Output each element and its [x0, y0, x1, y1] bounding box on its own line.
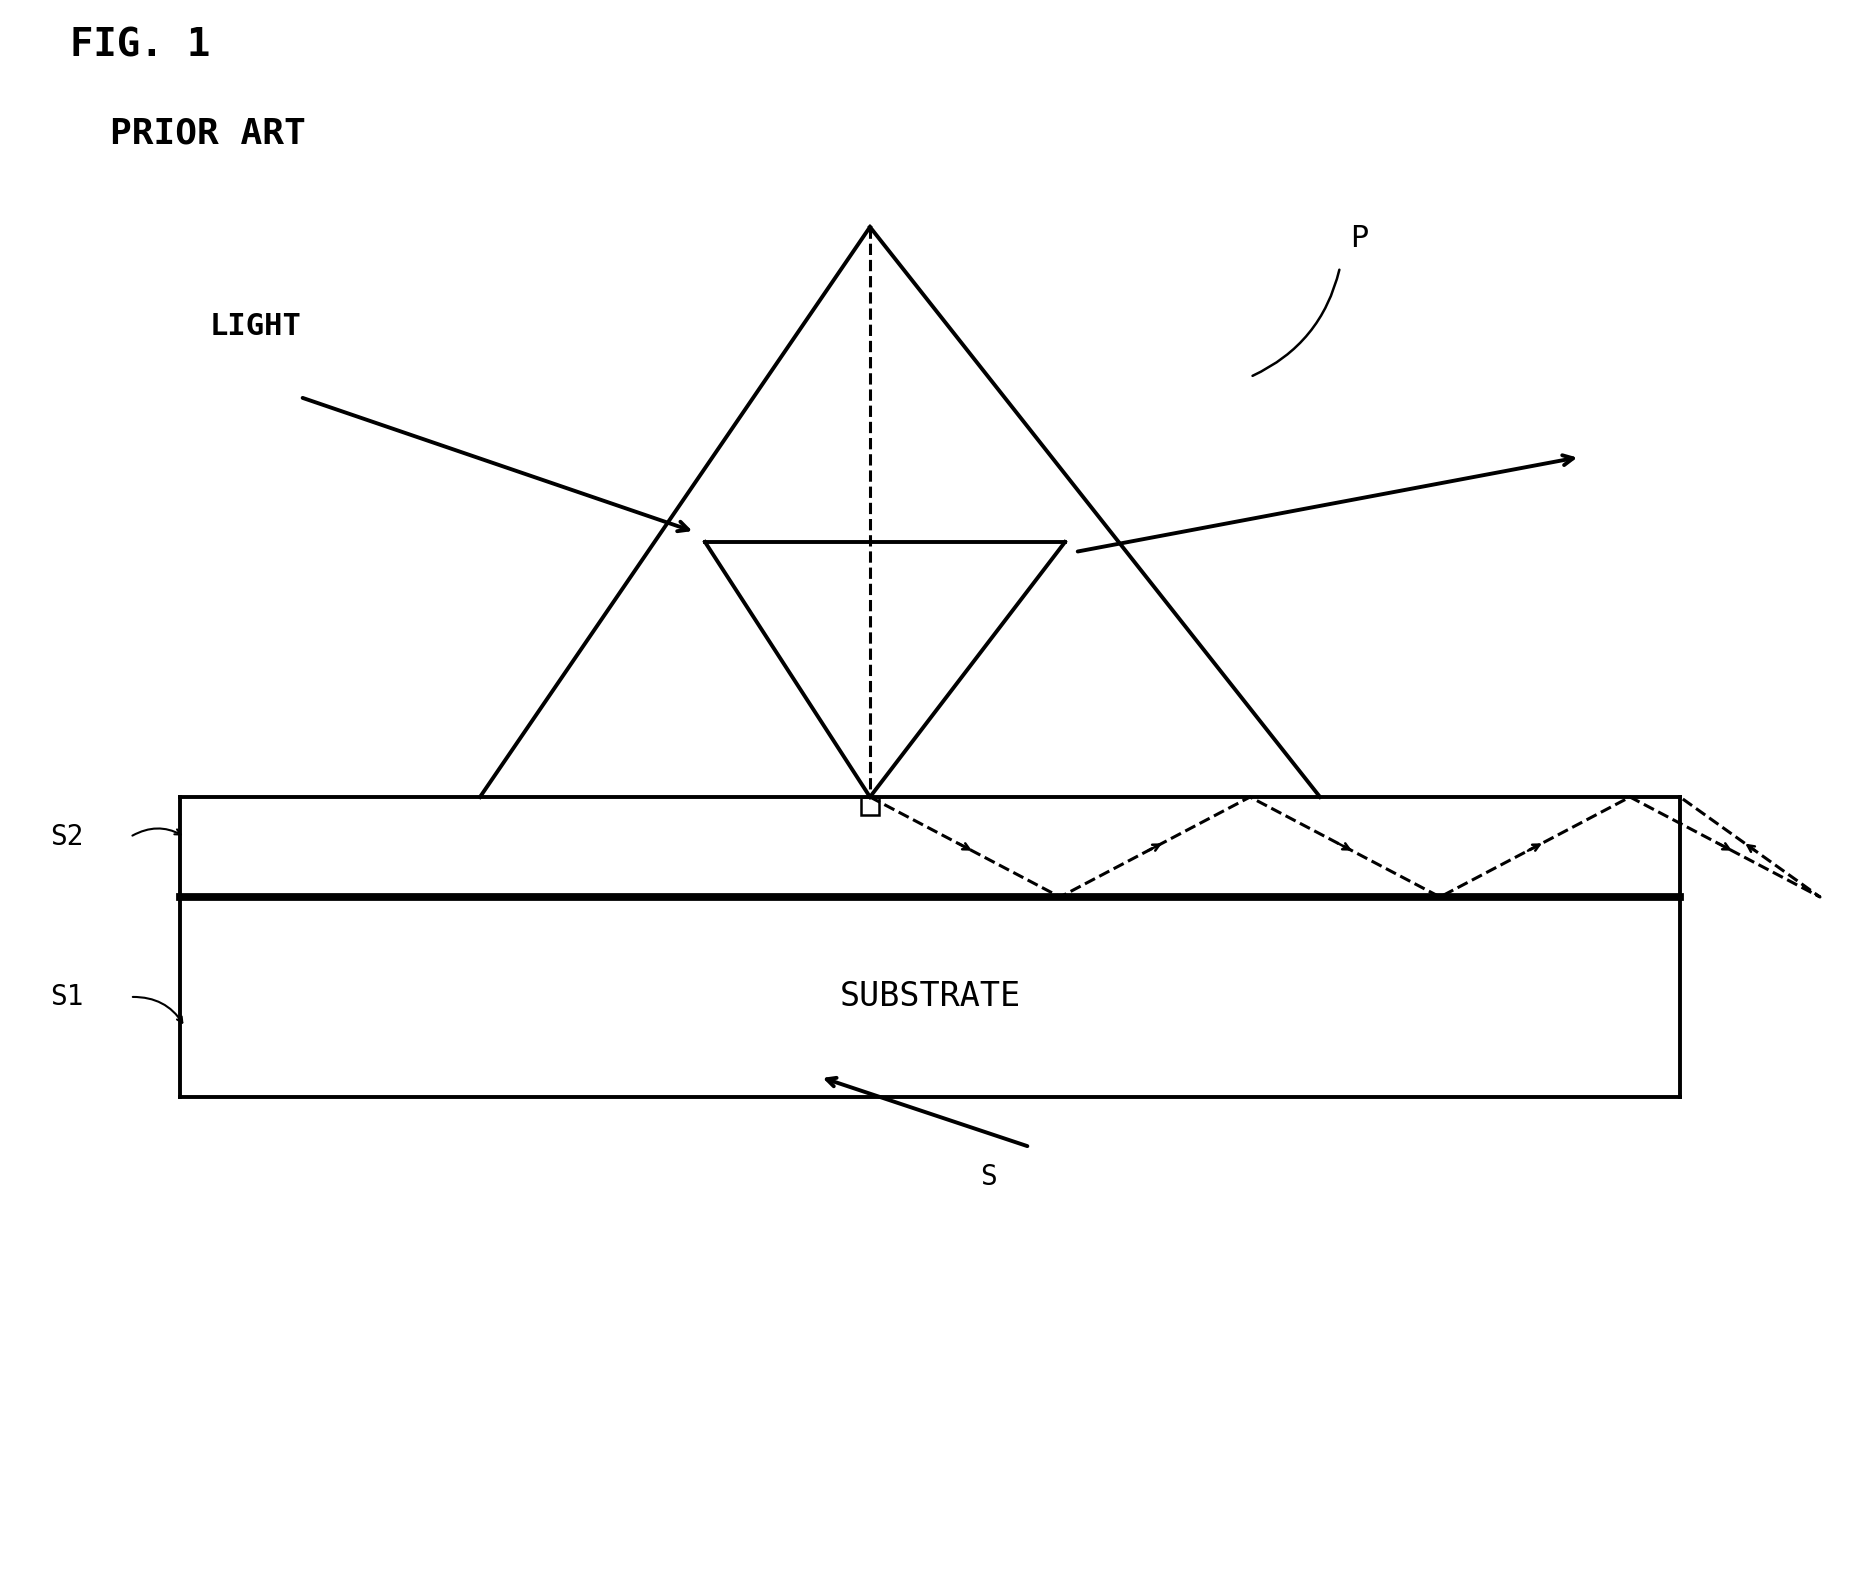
Text: P: P	[1349, 224, 1367, 252]
Text: S: S	[979, 1162, 996, 1191]
Text: S1: S1	[50, 982, 83, 1011]
Text: LIGHT: LIGHT	[210, 312, 302, 342]
Text: FIG. 1: FIG. 1	[70, 27, 210, 65]
Bar	[861, 796, 879, 815]
Text: S2: S2	[50, 823, 83, 852]
Text: PRIOR ART: PRIOR ART	[109, 117, 306, 151]
Text: SUBSTRATE: SUBSTRATE	[838, 981, 1020, 1014]
